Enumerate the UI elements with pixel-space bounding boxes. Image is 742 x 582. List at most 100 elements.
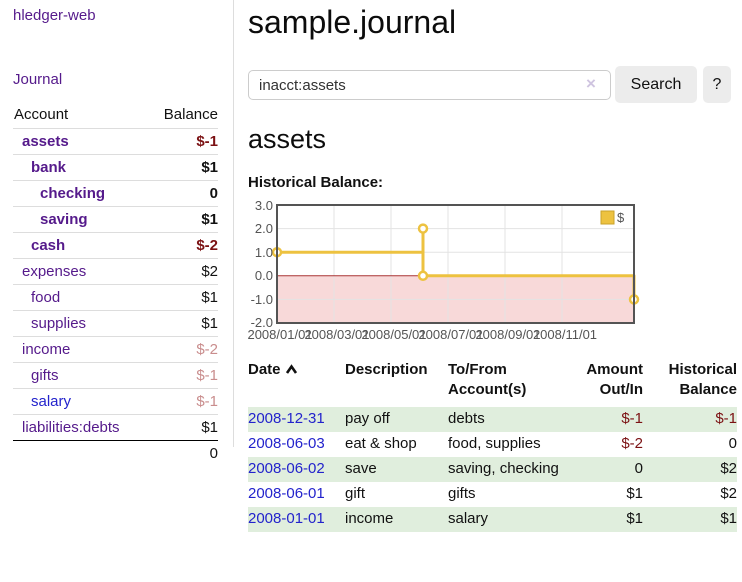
register-header-balance: Historical Balance — [668, 361, 737, 398]
svg-text:2008/11/01: 2008/11/01 — [533, 327, 597, 342]
balance-chart[interactable]: $ 3.0 2.0 1.0 0.0 -1.0 -2.0 2008/01/01 2… — [247, 198, 742, 344]
transaction-balance: 0 — [728, 435, 737, 452]
transaction-amount: $-1 — [621, 410, 643, 427]
svg-text:1.0: 1.0 — [255, 245, 273, 260]
search-button[interactable]: Search — [615, 66, 697, 103]
transaction-description: eat & shop — [345, 435, 417, 452]
account-link-checking[interactable]: checking — [40, 185, 106, 202]
transaction-balance: $2 — [720, 460, 737, 477]
transaction-date-link[interactable]: 2008-06-03 — [248, 435, 325, 452]
sidebar-divider — [233, 0, 234, 447]
register-row: 2008-06-02 save saving, checking 0 $2 — [248, 457, 737, 482]
chart-frame — [276, 204, 635, 324]
account-balance: $-1 — [148, 128, 218, 155]
account-row-checking: checking 0 — [13, 180, 218, 207]
svg-text:2008/07/01: 2008/07/01 — [418, 327, 483, 342]
help-button[interactable]: ? — [703, 66, 731, 103]
account-row-expenses: expenses $2 — [13, 258, 218, 285]
accounts-total-row: 0 — [13, 440, 218, 466]
account-link-expenses[interactable]: expenses — [22, 263, 87, 280]
transaction-balance: $1 — [720, 510, 737, 527]
account-balance: $-1 — [148, 362, 218, 389]
chart-data-points — [271, 223, 640, 305]
account-balance: $1 — [148, 284, 218, 311]
account-row-liabilities-debts: liabilities:debts $1 — [13, 414, 218, 441]
account-link-cash[interactable]: cash — [31, 237, 66, 254]
account-link-assets[interactable]: assets — [22, 133, 69, 150]
account-row-income: income $-2 — [13, 336, 218, 363]
transaction-accounts: gifts — [448, 485, 476, 502]
account-link-bank[interactable]: bank — [31, 159, 67, 176]
main-area: sample.journal × Search ? assets Histori… — [247, 0, 742, 582]
sort-ascending-icon — [285, 364, 297, 374]
account-link-gifts[interactable]: gifts — [31, 367, 59, 384]
chart-heading: Historical Balance: — [248, 174, 384, 191]
account-balance: $-2 — [148, 336, 218, 363]
account-row-saving: saving $1 — [13, 206, 218, 233]
transaction-accounts: food, supplies — [448, 435, 541, 452]
account-row-food: food $1 — [13, 284, 218, 311]
chart-gridlines — [277, 205, 634, 323]
account-row-bank: bank $1 — [13, 154, 218, 181]
register-header-description: Description — [345, 361, 428, 378]
page-title: sample.journal — [248, 4, 457, 40]
account-heading: assets — [248, 124, 327, 154]
account-balance: $-1 — [148, 388, 218, 415]
chart-y-axis: 3.0 2.0 1.0 0.0 -1.0 -2.0 — [251, 198, 273, 330]
transaction-description: income — [345, 510, 394, 527]
account-row-cash: cash $-2 — [13, 232, 218, 259]
account-balance: $-2 — [148, 232, 218, 259]
account-balance: $1 — [148, 206, 218, 233]
account-link-saving[interactable]: saving — [40, 211, 88, 228]
search-input[interactable] — [248, 70, 611, 100]
account-link-salary[interactable]: salary — [31, 393, 72, 410]
account-balance: $1 — [148, 414, 218, 441]
svg-text:-1.0: -1.0 — [251, 292, 273, 307]
svg-text:2008/05/01: 2008/05/01 — [361, 327, 426, 342]
accounts-total-value: 0 — [148, 440, 218, 466]
account-balance: 0 — [148, 180, 218, 207]
svg-text:0.0: 0.0 — [255, 268, 273, 283]
account-link-supplies[interactable]: supplies — [31, 315, 87, 332]
accounts-header-balance: Balance — [163, 106, 218, 123]
legend-swatch-icon — [600, 210, 615, 225]
sidebar-item-journal[interactable]: Journal — [13, 71, 63, 88]
register-table: Date Description To/From Account(s) Amou… — [248, 358, 737, 532]
svg-text:2008/09/01: 2008/09/01 — [475, 327, 540, 342]
account-balance: $1 — [148, 154, 218, 181]
app-title-link[interactable]: hledger-web — [13, 7, 96, 24]
register-header-date[interactable]: Date — [248, 358, 345, 407]
register-row: 2008-06-01 gift gifts $1 $2 — [248, 482, 737, 507]
legend-label: $ — [617, 210, 625, 225]
accounts-header-row: Account Balance — [13, 102, 218, 129]
svg-text:-2.0: -2.0 — [251, 315, 273, 330]
transaction-description: pay off — [345, 410, 390, 427]
transaction-description: save — [345, 460, 377, 477]
account-row-assets: assets $-1 — [13, 128, 218, 155]
clear-search-icon[interactable]: × — [586, 74, 596, 93]
account-balance: $2 — [148, 258, 218, 285]
register-row: 2008-06-03 eat & shop food, supplies $-2… — [248, 432, 737, 457]
svg-text:3.0: 3.0 — [255, 198, 273, 213]
account-link-income[interactable]: income — [22, 341, 71, 358]
transaction-accounts: salary — [448, 510, 489, 527]
transaction-date-link[interactable]: 2008-06-02 — [248, 460, 325, 477]
transaction-amount: 0 — [634, 460, 643, 477]
transaction-date-link[interactable]: 2008-01-01 — [248, 510, 325, 527]
transaction-description: gift — [345, 485, 366, 502]
svg-text:2.0: 2.0 — [255, 221, 273, 236]
account-row-supplies: supplies $1 — [13, 310, 218, 337]
accounts-table: Account Balance assets $-1 bank $1 check… — [13, 102, 218, 466]
account-link-food[interactable]: food — [31, 289, 61, 306]
transaction-amount: $1 — [626, 485, 643, 502]
svg-text:2008/03/01: 2008/03/01 — [304, 327, 369, 342]
transaction-date-link[interactable]: 2008-12-31 — [248, 410, 325, 427]
account-link-liabilities-debts[interactable]: liabilities:debts — [22, 419, 120, 436]
chart-x-axis: 2008/01/01 2008/03/01 2008/05/01 2008/07… — [247, 327, 597, 342]
register-header-row: Date Description To/From Account(s) Amou… — [248, 358, 737, 407]
transaction-date-link[interactable]: 2008-06-01 — [248, 485, 325, 502]
accounts-header-account: Account — [14, 106, 69, 123]
register-header-amount: Amount Out/In — [586, 361, 643, 398]
register-row: 2008-12-31 pay off debts $-1 $-1 — [248, 407, 737, 432]
